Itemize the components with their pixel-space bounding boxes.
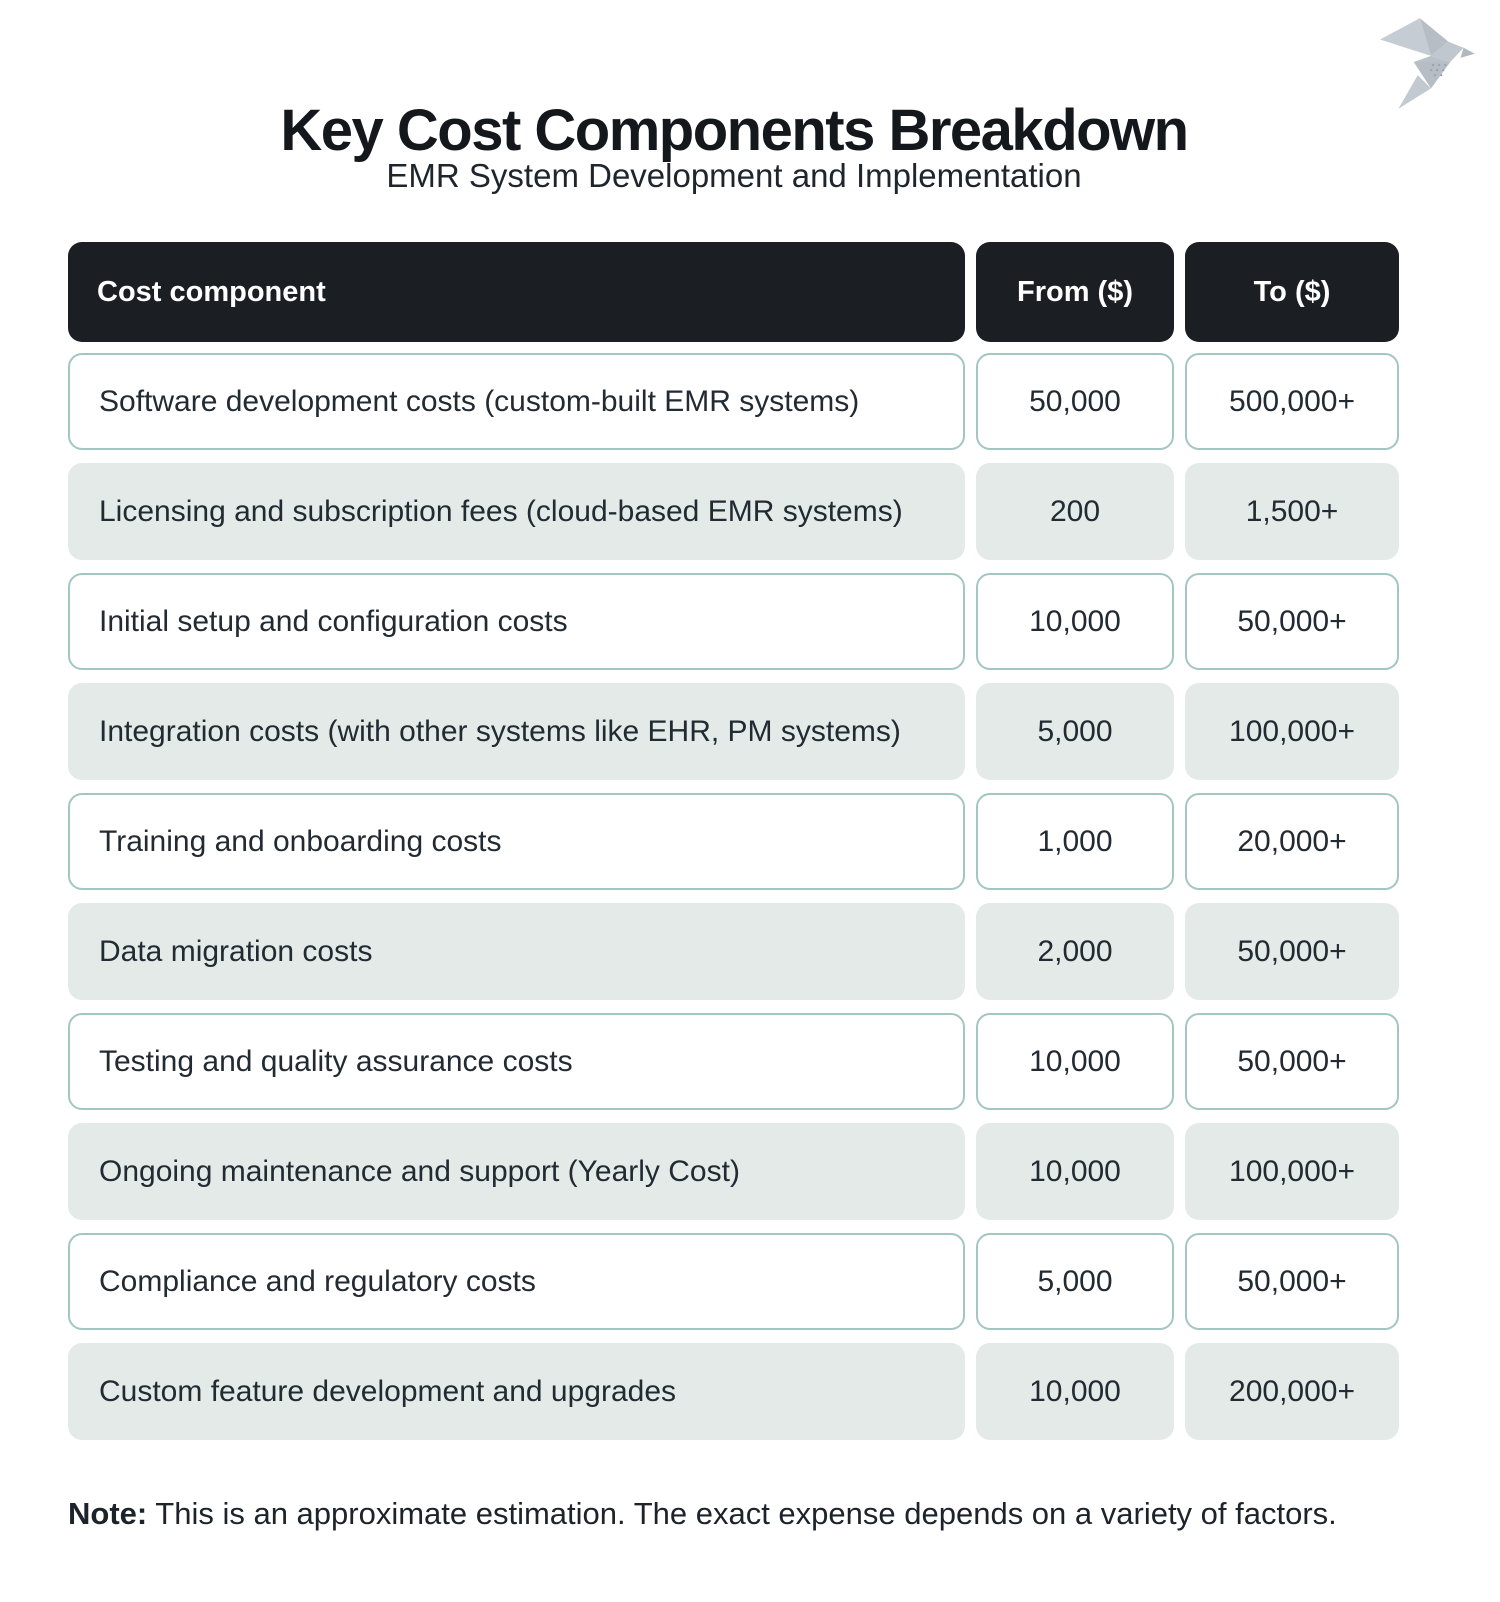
- row-from-cell: 10,000: [976, 573, 1174, 670]
- table-row: Licensing and subscription fees (cloud-b…: [68, 463, 1400, 560]
- table-row: Software development costs (custom-built…: [68, 353, 1400, 450]
- row-component-cell: Testing and quality assurance costs: [68, 1013, 965, 1110]
- row-from-cell: 2,000: [976, 903, 1174, 1000]
- table-row: Data migration costs 2,000 50,000+: [68, 903, 1400, 1000]
- row-from-cell: 5,000: [976, 683, 1174, 780]
- note-text: This is an approximate estimation. The e…: [147, 1496, 1337, 1531]
- row-to-cell: 100,000+: [1185, 1123, 1399, 1220]
- table-row: Testing and quality assurance costs 10,00…: [68, 1013, 1400, 1110]
- row-to-cell: 50,000+: [1185, 1233, 1399, 1330]
- row-component-cell: Software development costs (custom-built…: [68, 353, 965, 450]
- row-from-cell: 10,000: [976, 1013, 1174, 1110]
- row-from-cell: 10,000: [976, 1123, 1174, 1220]
- origami-bird-icon: [1380, 18, 1475, 109]
- row-from-cell: 200: [976, 463, 1174, 560]
- header-cost-component: Cost component: [68, 242, 965, 342]
- page-title: Key Cost Components Breakdown: [280, 97, 1189, 163]
- page-subtitle: EMR System Development and Implementatio…: [386, 157, 1082, 194]
- row-to-cell: 50,000+: [1185, 903, 1399, 1000]
- note: Note: This is an approximate estimation.…: [68, 1494, 1418, 1534]
- row-component-cell: Initial setup and configuration costs: [68, 573, 965, 670]
- table-row: Initial setup and configuration costs 10,…: [68, 573, 1400, 670]
- row-to-cell: 500,000+: [1185, 353, 1399, 450]
- row-component-cell: Custom feature development and upgrades: [68, 1343, 965, 1440]
- header-from: From ($): [976, 242, 1174, 342]
- table-row: Custom feature development and upgrades 1…: [68, 1343, 1400, 1440]
- row-from-cell: 1,000: [976, 793, 1174, 890]
- row-component-cell: Compliance and regulatory costs: [68, 1233, 965, 1330]
- row-to-cell: 50,000+: [1185, 1013, 1399, 1110]
- row-to-cell: 20,000+: [1185, 793, 1399, 890]
- note-label: Note:: [68, 1496, 148, 1531]
- table-row: Compliance and regulatory costs 5,000 50,0…: [68, 1233, 1400, 1330]
- row-component-cell: Licensing and subscription fees (cloud-b…: [68, 463, 965, 560]
- row-to-cell: 100,000+: [1185, 683, 1399, 780]
- row-component-cell: Ongoing maintenance and support (Yearly …: [68, 1123, 965, 1220]
- header-to: To ($): [1185, 242, 1399, 342]
- table-row: Ongoing maintenance and support (Yearly …: [68, 1123, 1400, 1220]
- row-component-cell: Integration costs (with other systems li…: [68, 683, 965, 780]
- row-component-cell: Data migration costs: [68, 903, 965, 1000]
- row-to-cell: 50,000+: [1185, 573, 1399, 670]
- cost-table-body: Software development costs (custom-built…: [68, 353, 1400, 1440]
- row-to-cell: 1,500+: [1185, 463, 1399, 560]
- cost-table: Cost component From ($) To ($) Software …: [68, 242, 1400, 1453]
- row-from-cell: 50,000: [976, 353, 1174, 450]
- table-header-row: Cost component From ($) To ($): [68, 242, 1400, 342]
- table-row: Training and onboarding costs 1,000 20,000…: [68, 793, 1400, 890]
- row-from-cell: 5,000: [976, 1233, 1174, 1330]
- table-row: Integration costs (with other systems li…: [68, 683, 1400, 780]
- row-to-cell: 200,000+: [1185, 1343, 1399, 1440]
- row-from-cell: 10,000: [976, 1343, 1174, 1440]
- row-component-cell: Training and onboarding costs: [68, 793, 965, 890]
